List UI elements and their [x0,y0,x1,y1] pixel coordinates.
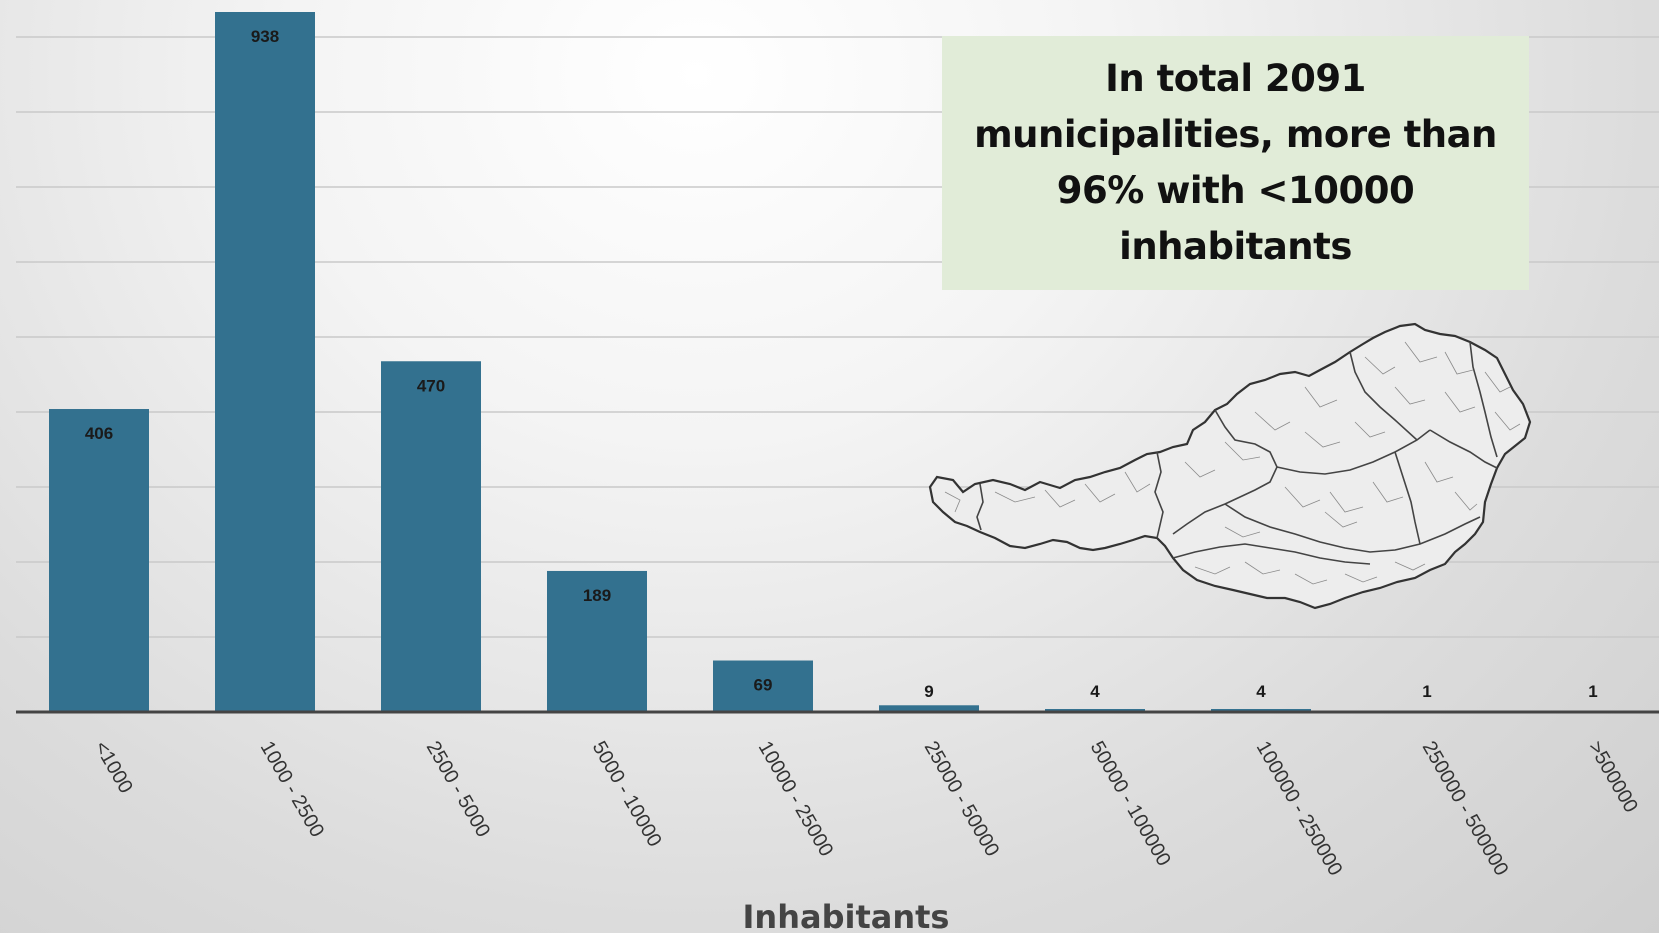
x-tick-labels: <1000 1000 - 2500 2500 - 5000 5000 - 10000 1… [90,738,1642,880]
austria-map-icon [928,322,1532,610]
annotation-box: In total 2091 municipalities, more than … [942,36,1529,290]
x-tick-label: 5000 - 10000 [588,738,666,851]
x-axis-title: Inhabitants [743,898,950,933]
bar [713,660,813,712]
bar [879,705,979,712]
bar [49,409,149,712]
x-tick-label: 250000 - 500000 [1418,738,1513,880]
bar-value-label: 1 [1422,682,1431,701]
map-borders [976,341,1498,565]
annotation-text: In total 2091 municipalities, more than … [974,57,1497,268]
bar [547,570,647,712]
x-tick-label: <1000 [90,738,137,798]
x-tick-label: 1000 - 2500 [256,738,328,841]
x-tick-label: 100000 - 250000 [1252,738,1347,880]
bar-value-label: 4 [1256,682,1266,701]
bar-value-label: 938 [251,27,279,46]
map-outline [928,322,1532,610]
x-tick-label: >500000 [1584,738,1642,817]
bar-value-label: 9 [924,682,933,701]
bar [381,361,481,712]
bar-value-label: 189 [583,586,611,605]
x-tick-label: 2500 - 5000 [422,738,494,841]
bar [215,12,315,712]
bars [49,12,1643,712]
map-municipality-lines [944,341,1521,585]
bar-value-label: 470 [417,376,445,395]
bar-value-label: 4 [1090,682,1100,701]
x-tick-label: 50000 - 100000 [1086,738,1175,870]
x-tick-label: 10000 - 25000 [754,738,838,861]
bar-value-label: 406 [85,424,113,443]
bar-value-label: 1 [1588,682,1597,701]
x-tick-label: 25000 - 50000 [920,738,1004,861]
bar-value-labels: 406 938 470 189 69 9 4 4 1 1 [85,27,1598,701]
bar-value-label: 69 [754,676,773,695]
